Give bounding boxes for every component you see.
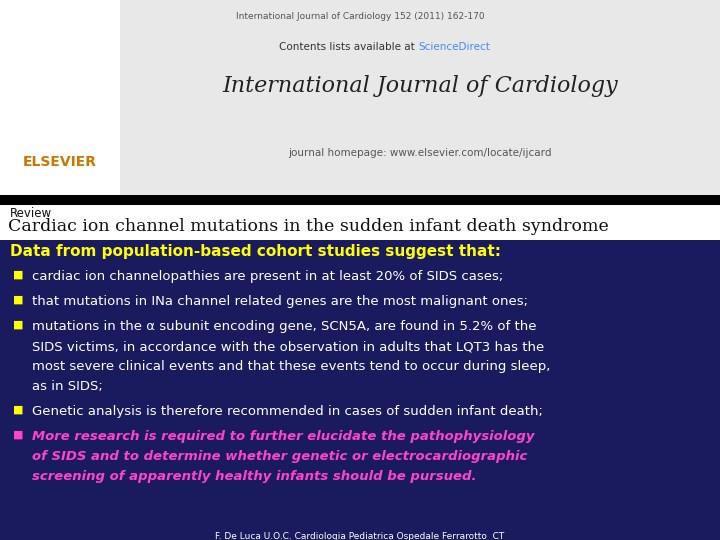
Bar [0, 0, 120, 195]
Text: ■: ■ [13, 430, 23, 440]
Text: International Journal of Cardiology: International Journal of Cardiology [222, 75, 618, 97]
Text: Data from population-based cohort studies suggest that:: Data from population-based cohort studie… [10, 244, 501, 259]
Text: ■: ■ [13, 270, 23, 280]
Text: Contents lists available at: Contents lists available at [279, 42, 418, 52]
Bar [120, 0, 720, 195]
Text: International Journal of Cardiology 152 (2011) 162-170: International Journal of Cardiology 152 … [235, 12, 485, 21]
Text: cardiac ion channelopathies are present in at least 20% of SIDS cases;: cardiac ion channelopathies are present … [32, 270, 503, 283]
Text: journal homepage: www.elsevier.com/locate/ijcard: journal homepage: www.elsevier.com/locat… [288, 148, 552, 158]
Bar [0, 195, 720, 205]
Text: screening of apparently healthy infants should be pursued.: screening of apparently healthy infants … [32, 470, 477, 483]
Text: Review: Review [10, 207, 52, 220]
Text: ■: ■ [13, 405, 23, 415]
Bar [0, 205, 720, 240]
Text: as in SIDS;: as in SIDS; [32, 380, 103, 393]
Text: of SIDS and to determine whether genetic or electrocardiographic: of SIDS and to determine whether genetic… [32, 450, 527, 463]
Text: Cardiac ion channel mutations in the sudden infant death syndrome: Cardiac ion channel mutations in the sud… [8, 218, 608, 235]
Text: SIDS victims, in accordance with the observation in adults that LQT3 has the: SIDS victims, in accordance with the obs… [32, 340, 544, 353]
Text: Genetic analysis is therefore recommended in cases of sudden infant death;: Genetic analysis is therefore recommende… [32, 405, 543, 418]
Bar [0, 240, 720, 540]
Text: mutations in the α subunit encoding gene, SCN5A, are found in 5.2% of the: mutations in the α subunit encoding gene… [32, 320, 536, 333]
Text: ■: ■ [13, 320, 23, 330]
Text: F. De Luca U.O.C. Cardiologia Pediatrica Ospedale Ferrarotto  CT: F. De Luca U.O.C. Cardiologia Pediatrica… [215, 532, 505, 540]
Text: that mutations in INa channel related genes are the most malignant ones;: that mutations in INa channel related ge… [32, 295, 528, 308]
Text: ScienceDirect: ScienceDirect [418, 42, 490, 52]
Text: most severe clinical events and that these events tend to occur during sleep,: most severe clinical events and that the… [32, 360, 550, 373]
Text: ■: ■ [13, 295, 23, 305]
Text: ELSEVIER: ELSEVIER [23, 155, 97, 169]
Text: More research is required to further elucidate the pathophysiology: More research is required to further elu… [32, 430, 534, 443]
